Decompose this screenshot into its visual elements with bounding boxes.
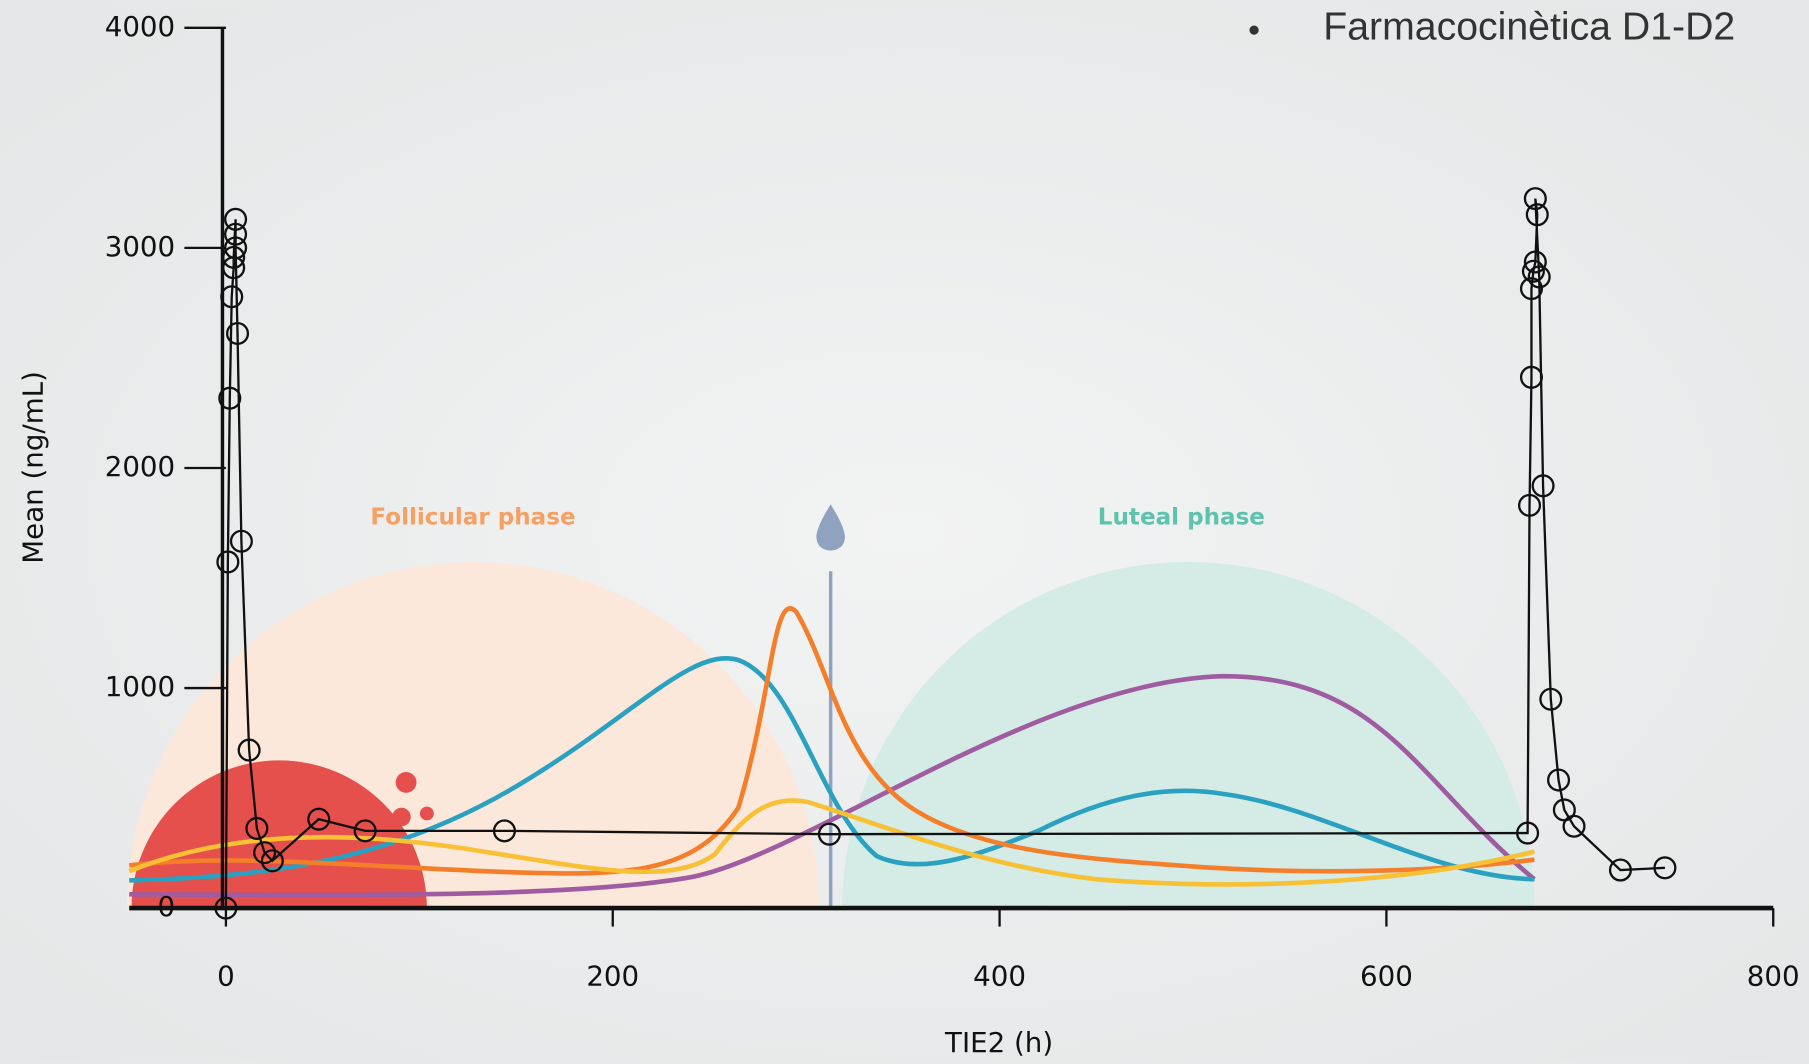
- slide-title: Farmacocinètica D1-D2: [1323, 4, 1735, 48]
- y-axis-label: Mean (ng/mL): [17, 371, 50, 564]
- follicle-dot: [396, 772, 417, 793]
- bullet: [1249, 26, 1258, 35]
- page: Follicular phase Luteal phase Farmacocin…: [0, 0, 1809, 1064]
- x-tick-label: 600: [1360, 959, 1413, 992]
- x-tick-label: 200: [586, 959, 639, 992]
- y-tick-label: 1000: [105, 670, 175, 703]
- follicle-dot: [420, 807, 434, 821]
- x-tick-label: 800: [1747, 959, 1800, 992]
- x-tick-label: 400: [973, 959, 1026, 992]
- phase-label: Follicular phase: [370, 505, 575, 531]
- x-axis-label: TIE2 (h): [944, 1026, 1053, 1059]
- x-tick-label: 0: [217, 959, 235, 992]
- y-tick-label: 4000: [105, 10, 175, 43]
- y-tick-label: 3000: [105, 230, 175, 263]
- chart: Follicular phase Luteal phase Farmacocin…: [0, 0, 1809, 1064]
- phase-label: Luteal phase: [1098, 505, 1265, 531]
- follicle-dot: [392, 808, 410, 826]
- y-tick-label: 2000: [105, 450, 175, 483]
- y-tick-label: 0: [158, 890, 176, 923]
